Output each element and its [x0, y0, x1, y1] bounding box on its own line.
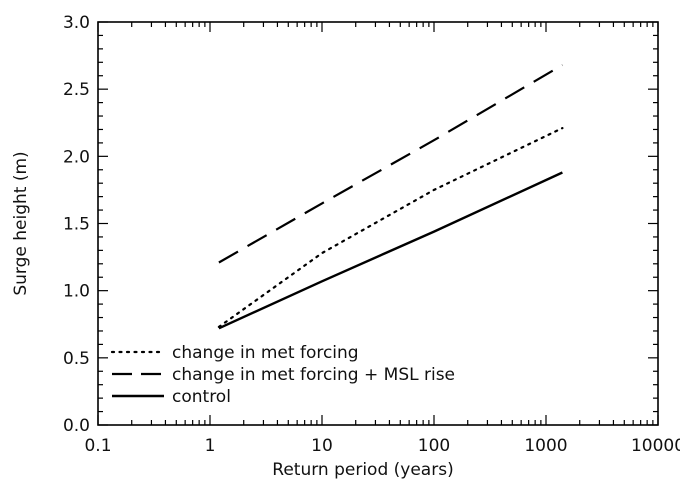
- x-tick-label: 10: [311, 436, 333, 456]
- x-tick-label: 1000: [524, 436, 567, 456]
- y-tick-label: 0.5: [63, 349, 90, 369]
- y-tick-label: 2.0: [63, 147, 90, 167]
- legend-label: control: [172, 387, 231, 407]
- y-axis-title: Surge height (m): [11, 151, 31, 295]
- y-tick-label: 2.5: [63, 80, 90, 100]
- legend-label: change in met forcing + MSL rise: [172, 365, 455, 385]
- y-tick-label: 1.5: [63, 215, 90, 235]
- x-axis-title: Return period (years): [272, 460, 453, 480]
- y-tick-label: 1.0: [63, 282, 90, 302]
- y-axis: 0.0 0.5 1.0 1.5 2.0 2.5 3.0: [63, 13, 658, 436]
- series-line-dotted: [217, 127, 564, 328]
- x-axis: 0.1 1 10 100 1000 10000: [84, 22, 680, 456]
- series-line-solid: [218, 171, 563, 330]
- x-tick-label: 1: [205, 436, 216, 456]
- series-line-dashed: [218, 64, 563, 264]
- x-tick-label: 10000: [631, 436, 680, 456]
- y-tick-label: 0.0: [63, 416, 90, 436]
- legend-label: change in met forcing: [172, 343, 359, 363]
- series-layer: [217, 64, 564, 330]
- y-tick-label: 3.0: [63, 13, 90, 33]
- x-tick-label: 0.1: [84, 436, 111, 456]
- x-tick-label: 100: [418, 436, 450, 456]
